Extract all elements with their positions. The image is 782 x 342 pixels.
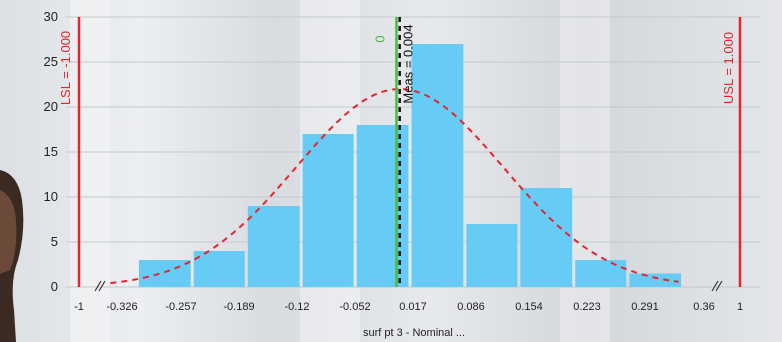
axis-break-mark-right xyxy=(711,280,719,292)
x-tick-label: 0.36 xyxy=(693,301,714,313)
reference-line-label: USL = 1.000 xyxy=(721,32,736,104)
x-tick-label: 1 xyxy=(737,301,743,313)
y-tick-label: 25 xyxy=(44,54,58,69)
x-tick-label: 0.154 xyxy=(515,301,543,313)
y-tick-label: 5 xyxy=(51,234,58,249)
x-tick-label: 0.086 xyxy=(457,301,485,313)
x-tick-label: 0.017 xyxy=(399,301,427,313)
x-tick-label: -0.326 xyxy=(106,301,137,313)
histogram-bar xyxy=(411,44,464,287)
axis-break-mark-left xyxy=(98,280,106,292)
x-tick-label: -0.052 xyxy=(339,301,370,313)
y-axis-ticks: 0 5 10 15 20 25 30 xyxy=(44,9,58,294)
y-tick-label: 30 xyxy=(44,9,58,24)
x-axis-label: surf pt 3 - Nominal ... xyxy=(363,327,465,339)
histogram-bar xyxy=(575,260,627,287)
x-axis-ticks: -1 -0.326 -0.257 -0.189 -0.12 -0.052 0.017 0.08… xyxy=(74,301,743,313)
x-tick-label: -1 xyxy=(74,301,84,313)
histogram-bar xyxy=(520,188,573,287)
histogram-bar xyxy=(302,134,354,287)
background-column xyxy=(70,0,110,342)
axis-break-marks xyxy=(94,280,723,292)
y-tick-label: 10 xyxy=(44,189,58,204)
reference-line-label: 0 xyxy=(372,35,387,42)
y-tick-label: 15 xyxy=(44,144,58,159)
reference-line-label: LSL = -1.000 xyxy=(58,31,73,105)
histogram-bar xyxy=(138,260,191,287)
axis-break-mark-left xyxy=(94,280,102,292)
y-tick-label: 0 xyxy=(51,279,58,294)
normal-distribution-curve xyxy=(110,87,679,285)
x-tick-label: -0.189 xyxy=(223,301,254,313)
histogram-bar xyxy=(466,224,518,287)
histogram-bar xyxy=(629,273,682,287)
reference-lines: LSL = -1.000 0 Meas = 0.004 USL = 1.000 xyxy=(58,17,742,287)
x-tick-label: 0.291 xyxy=(631,301,659,313)
y-tick-label: 20 xyxy=(44,99,58,114)
histogram-bar xyxy=(193,251,245,287)
x-tick-label: -0.12 xyxy=(284,301,309,313)
x-tick-label: -0.257 xyxy=(165,301,196,313)
histogram-bar xyxy=(247,206,300,287)
axis-break-mark-right xyxy=(715,280,723,292)
reference-line-label: Meas = 0.004 xyxy=(401,24,416,103)
histogram-bars xyxy=(138,44,682,287)
person-photo-fragment xyxy=(0,170,24,342)
x-tick-label: 0.223 xyxy=(573,301,601,313)
